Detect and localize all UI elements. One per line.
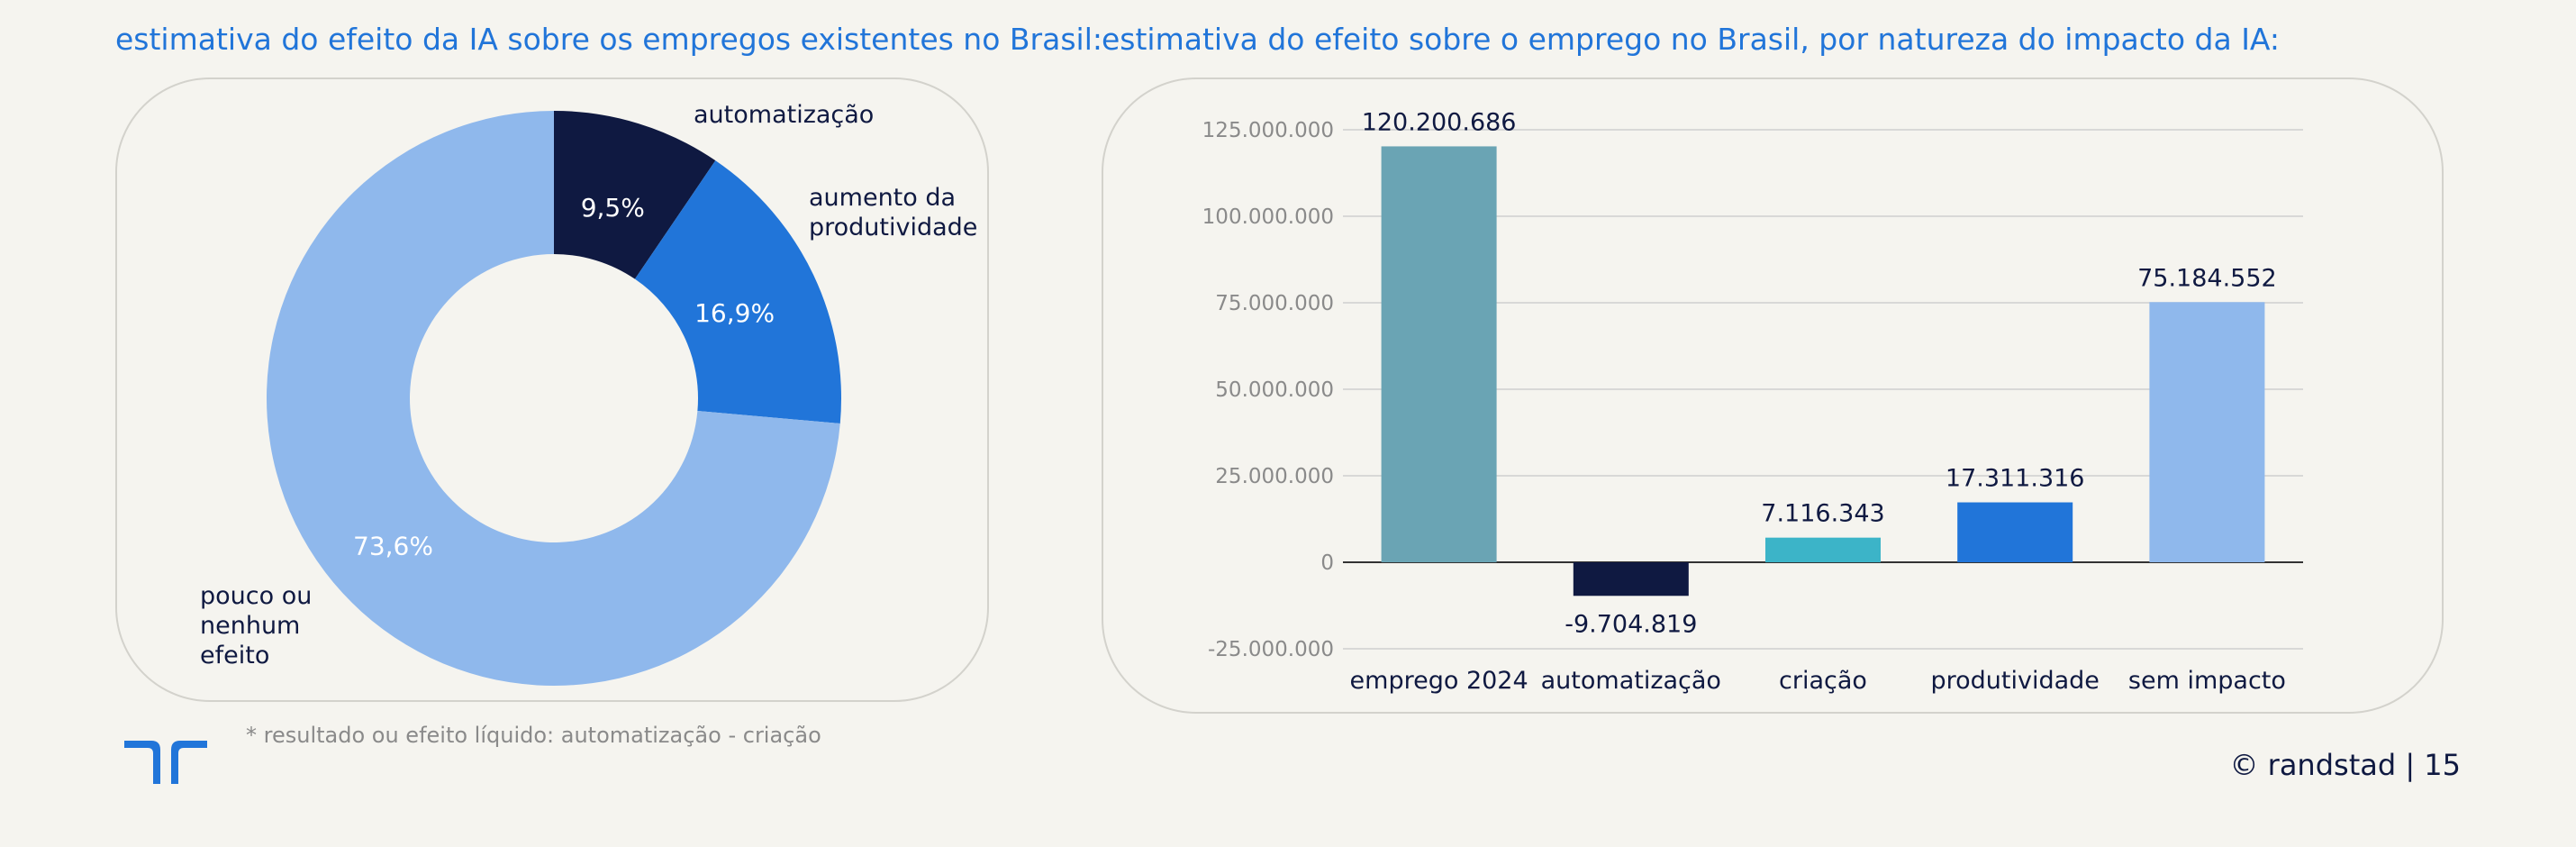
y-tick-label: -25.000.000 <box>1208 638 1334 661</box>
bar <box>1573 562 1689 597</box>
y-tick-label: 25.000.000 <box>1215 465 1334 488</box>
y-tick-label: 50.000.000 <box>1215 378 1334 402</box>
slice-category-label-line: produtividade <box>809 214 977 241</box>
copyright-page-number: © randstad | 15 <box>2229 748 2461 782</box>
footnote: * resultado ou efeito líquido: automatiz… <box>246 723 821 748</box>
bar-value-label: -9.704.819 <box>1565 610 1697 638</box>
y-tick-label: 75.000.000 <box>1215 292 1334 315</box>
slice-category-label-line: nenhum <box>200 612 300 640</box>
donut-slice <box>554 111 716 279</box>
bar-value-label: 7.116.343 <box>1761 500 1884 528</box>
donut-slice <box>634 160 841 424</box>
bar-value-label: 120.200.686 <box>1362 108 1517 136</box>
slice-category-label-line: pouco ou <box>200 582 312 610</box>
slice-category-label-line: automatização <box>694 101 874 129</box>
slice-category-label-line: efeito <box>200 642 269 669</box>
bar-chart-panel: 125.000.000 100.000.000 75.000.000 50.000.0… <box>1102 77 2444 714</box>
x-category-label: produtividade <box>1930 667 2099 695</box>
slice-category-label: pouco ou nenhum efeito <box>200 582 312 669</box>
bar <box>1765 537 1881 562</box>
y-tick-label: 125.000.000 <box>1202 119 1334 142</box>
x-category-label: automatização <box>1541 667 1721 695</box>
bar-value-label: 75.184.552 <box>2137 264 2277 292</box>
randstad-logo-icon <box>124 741 207 788</box>
donut-chart: 9,5% automatização 16,9% aumento da produtiv… <box>200 101 977 687</box>
y-tick-label: 0 <box>1320 551 1334 575</box>
bar-value-label: 17.311.316 <box>1946 465 2085 493</box>
bar-chart-title: estimativa do efeito sobre o emprego no … <box>1102 22 2281 57</box>
x-category-label: criação <box>1779 667 1867 695</box>
slice-value-label: 73,6% <box>353 531 433 560</box>
y-tick-label: 100.000.000 <box>1202 205 1334 229</box>
slice-category-label-line: aumento da <box>809 184 956 212</box>
slice-category-label: aumento da produtividade <box>809 184 977 241</box>
bar-chart: 125.000.000 100.000.000 75.000.000 50.000.0… <box>1202 108 2303 695</box>
slice-value-label: 9,5% <box>581 193 645 223</box>
bar <box>1957 502 2073 562</box>
bar <box>2149 302 2265 562</box>
donut-chart-panel: 9,5% automatização 16,9% aumento da produtiv… <box>115 77 989 702</box>
bar <box>1381 146 1497 562</box>
slice-category-label: automatização <box>694 101 874 129</box>
donut-slice <box>267 111 840 687</box>
x-category-label: sem impacto <box>2128 667 2286 695</box>
donut-chart-title: estimativa do efeito da IA sobre os empr… <box>115 22 1102 57</box>
x-category-label: emprego 2024 <box>1350 667 1528 695</box>
slice-value-label: 16,9% <box>694 298 775 328</box>
